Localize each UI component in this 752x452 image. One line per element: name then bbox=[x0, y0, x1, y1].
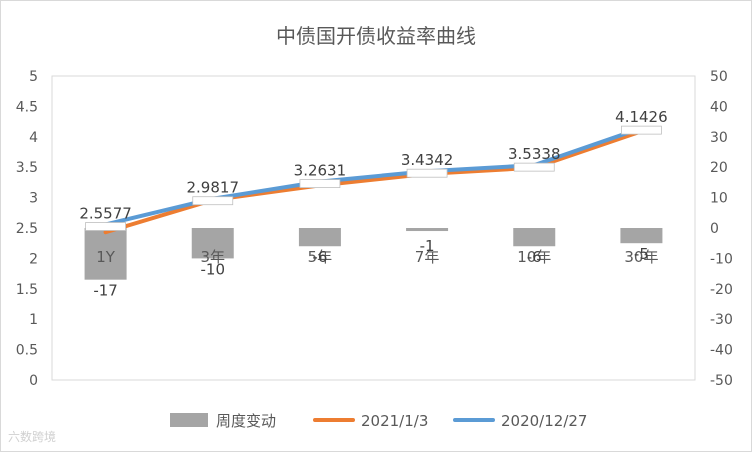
y-right-tick-label: -40 bbox=[710, 343, 733, 359]
y-right-tick-label: -10 bbox=[710, 251, 733, 267]
bar-weekly-change bbox=[513, 228, 556, 247]
y-right-tick-label: -50 bbox=[710, 373, 733, 389]
y-right-tick-label: 20 bbox=[710, 160, 728, 176]
y-left-tick-label: 4 bbox=[29, 130, 38, 146]
x-category-label: 1Y bbox=[96, 248, 116, 266]
legend-swatch-bar bbox=[170, 413, 208, 427]
bar-data-label: -10 bbox=[201, 260, 226, 278]
bar-weekly-change bbox=[298, 228, 341, 247]
line-data-label: 2.9817 bbox=[187, 179, 240, 197]
bar-weekly-change bbox=[406, 228, 449, 232]
x-category-label: 3年 bbox=[200, 248, 225, 266]
x-category-label: 5年 bbox=[308, 248, 333, 266]
bar-data-label: -5 bbox=[634, 245, 649, 263]
y-right-tick-label: 0 bbox=[710, 221, 719, 237]
data-label-marker bbox=[513, 162, 555, 172]
line-data-label: 3.2631 bbox=[294, 162, 347, 180]
y-left-tick-label: 2 bbox=[29, 251, 38, 267]
y-left-tick-label: 3 bbox=[29, 191, 38, 207]
bar-weekly-change bbox=[84, 228, 127, 280]
y-right-tick-label: 40 bbox=[710, 99, 728, 115]
y-right-tick-label: 50 bbox=[710, 69, 728, 85]
plot-area bbox=[51, 75, 696, 381]
x-category-label: 10年 bbox=[517, 248, 551, 266]
y-left-tick-label: 4.5 bbox=[16, 99, 38, 115]
legend-label: 周度变动 bbox=[216, 412, 276, 430]
data-label-marker bbox=[85, 222, 126, 231]
data-label-marker bbox=[621, 125, 662, 135]
bar-data-label: -17 bbox=[93, 282, 118, 300]
y-right-tick-label: 30 bbox=[710, 130, 728, 146]
data-label-marker bbox=[192, 196, 234, 206]
y-left-tick-label: 5 bbox=[29, 69, 38, 85]
x-category-label: 7年 bbox=[415, 248, 440, 266]
bar-data-label: -6 bbox=[312, 248, 327, 266]
y-left-tick-label: 0 bbox=[29, 373, 38, 389]
line-data-label: 4.1426 bbox=[615, 108, 668, 126]
data-label-marker bbox=[299, 179, 341, 189]
y-left-tick-label: 1.5 bbox=[16, 282, 38, 298]
legend-label: 2021/1/3 bbox=[361, 412, 428, 430]
line-series-2021-1-3 bbox=[103, 129, 644, 235]
bar-weekly-change bbox=[620, 228, 663, 244]
line-data-label: 2.5577 bbox=[79, 204, 132, 222]
y-right-tick-label: -20 bbox=[710, 282, 733, 298]
bar-data-label: -6 bbox=[527, 248, 542, 266]
chart-title: 中债国开债收益率曲线 bbox=[276, 24, 476, 48]
line-data-label: 3.5338 bbox=[508, 145, 561, 163]
x-category-label: 30年 bbox=[624, 248, 658, 266]
legend-label: 2020/12/27 bbox=[501, 412, 587, 430]
y-left-tick-label: 2.5 bbox=[16, 221, 38, 237]
y-left-tick-label: 0.5 bbox=[16, 343, 38, 359]
y-right-tick-label: -30 bbox=[710, 312, 733, 328]
bar-weekly-change bbox=[191, 228, 234, 259]
data-label-marker bbox=[406, 168, 448, 178]
line-data-label: 3.4342 bbox=[401, 151, 454, 169]
y-left-tick-label: 1 bbox=[29, 312, 38, 328]
bar-data-label: -1 bbox=[420, 237, 435, 255]
y-left-tick-label: 3.5 bbox=[16, 160, 38, 176]
y-right-tick-label: 10 bbox=[710, 191, 728, 207]
watermark: 六数跨境 bbox=[8, 430, 57, 444]
